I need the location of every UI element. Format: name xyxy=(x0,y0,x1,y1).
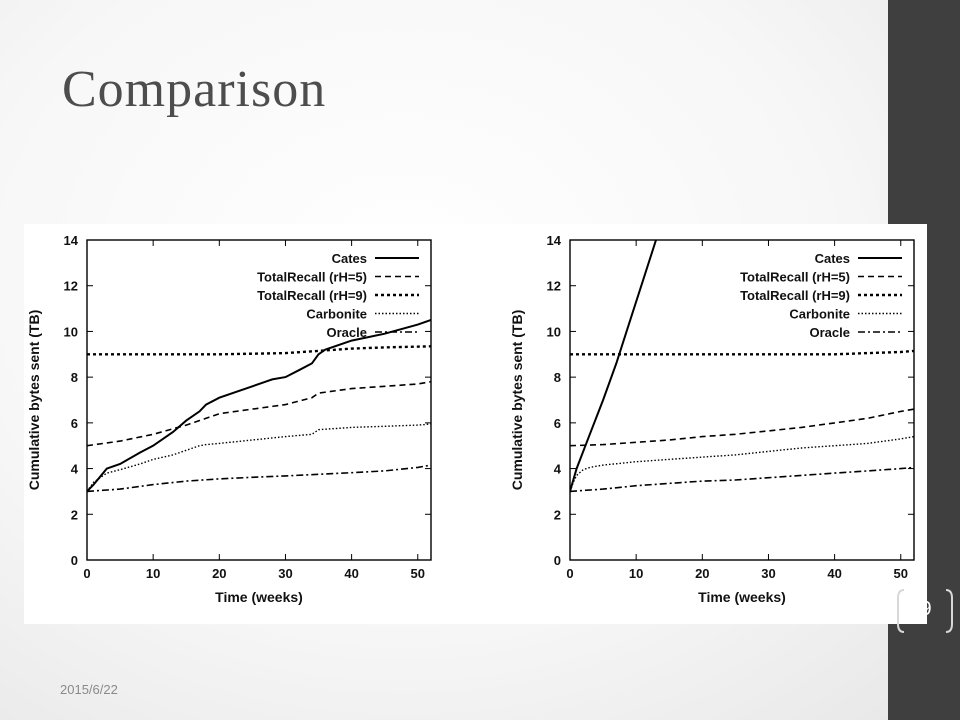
y-tick-label: 10 xyxy=(547,324,561,339)
slide-title: Comparison xyxy=(62,61,327,118)
x-tick-label: 40 xyxy=(344,566,358,581)
x-tick-label: 50 xyxy=(894,566,908,581)
y-tick-label: 2 xyxy=(554,507,561,522)
y-tick-label: 0 xyxy=(71,553,78,568)
legend-label: TotalRecall (rH=5) xyxy=(257,270,367,285)
chart-1: 0 10 20 30 40 50 0 2 4 6 8 10 12 14 Time (weeks) Cumula… xyxy=(26,233,432,605)
chart-2: 0 10 20 30 40 50 0 2 4 6 8 10 12 14 Time (weeks) Cumula… xyxy=(509,233,915,605)
series-line-oracle xyxy=(87,464,431,493)
y-tick-label: 6 xyxy=(71,416,78,431)
y-tick-label: 0 xyxy=(554,553,561,568)
y-tick-label: 14 xyxy=(547,233,562,248)
series-line-cates xyxy=(570,240,657,492)
series-line-cates xyxy=(87,319,431,493)
legend-label: TotalRecall (rH=5) xyxy=(740,270,850,285)
legend-label: TotalRecall (rH=9) xyxy=(740,288,850,303)
series-line-carbonite xyxy=(87,423,431,492)
y-axis-label: Cumulative bytes sent (TB) xyxy=(26,310,42,490)
legend-label: Oracle xyxy=(810,325,850,340)
x-tick-label: 30 xyxy=(278,566,292,581)
page-number: 9 xyxy=(920,598,932,620)
x-tick-label: 0 xyxy=(83,566,90,581)
chart-panel: 0 10 20 30 40 50 0 2 4 6 8 10 12 14 Time (weeks) Cumula… xyxy=(24,224,927,624)
y-tick-label: 12 xyxy=(64,279,78,294)
x-tick-label: 10 xyxy=(629,566,643,581)
plot-frame xyxy=(569,239,915,561)
y-tick-label: 4 xyxy=(71,462,79,477)
y-tick-label: 12 xyxy=(547,279,561,294)
y-axis-label: Cumulative bytes sent (TB) xyxy=(509,310,525,490)
y-tick-label: 6 xyxy=(554,416,561,431)
series-line-totalrecall-rh-5- xyxy=(87,380,431,447)
y-tick-label: 8 xyxy=(71,370,78,385)
x-tick-label: 0 xyxy=(566,566,573,581)
x-axis-label: Time (weeks) xyxy=(698,589,786,605)
x-tick-label: 30 xyxy=(761,566,775,581)
legend-label: Carbonite xyxy=(306,307,367,322)
plot-frame xyxy=(86,239,432,561)
x-tick-label: 50 xyxy=(411,566,425,581)
x-axis-label: Time (weeks) xyxy=(215,589,303,605)
y-tick-label: 2 xyxy=(71,507,78,522)
slide-date: 2015/6/22 xyxy=(60,682,118,697)
y-tick-label: 10 xyxy=(64,324,78,339)
series-line-totalrecall-rh-9- xyxy=(570,349,914,356)
series-line-totalrecall-rh-5- xyxy=(570,408,914,447)
x-tick-label: 20 xyxy=(212,566,226,581)
y-tick-label: 8 xyxy=(554,370,561,385)
y-tick-label: 14 xyxy=(64,233,79,248)
legend-label: Oracle xyxy=(327,325,367,340)
x-tick-label: 40 xyxy=(827,566,841,581)
x-tick-label: 10 xyxy=(146,566,160,581)
page-number-bracket xyxy=(897,589,953,633)
series-line-totalrecall-rh-9- xyxy=(87,345,431,356)
legend-label: TotalRecall (rH=9) xyxy=(257,288,367,303)
legend-label: Cates xyxy=(815,251,850,266)
legend-label: Carbonite xyxy=(789,307,850,322)
y-tick-label: 4 xyxy=(554,462,562,477)
legend-label: Cates xyxy=(332,251,367,266)
series-line-oracle xyxy=(570,466,914,493)
x-tick-label: 20 xyxy=(695,566,709,581)
series-line-carbonite xyxy=(570,435,914,492)
